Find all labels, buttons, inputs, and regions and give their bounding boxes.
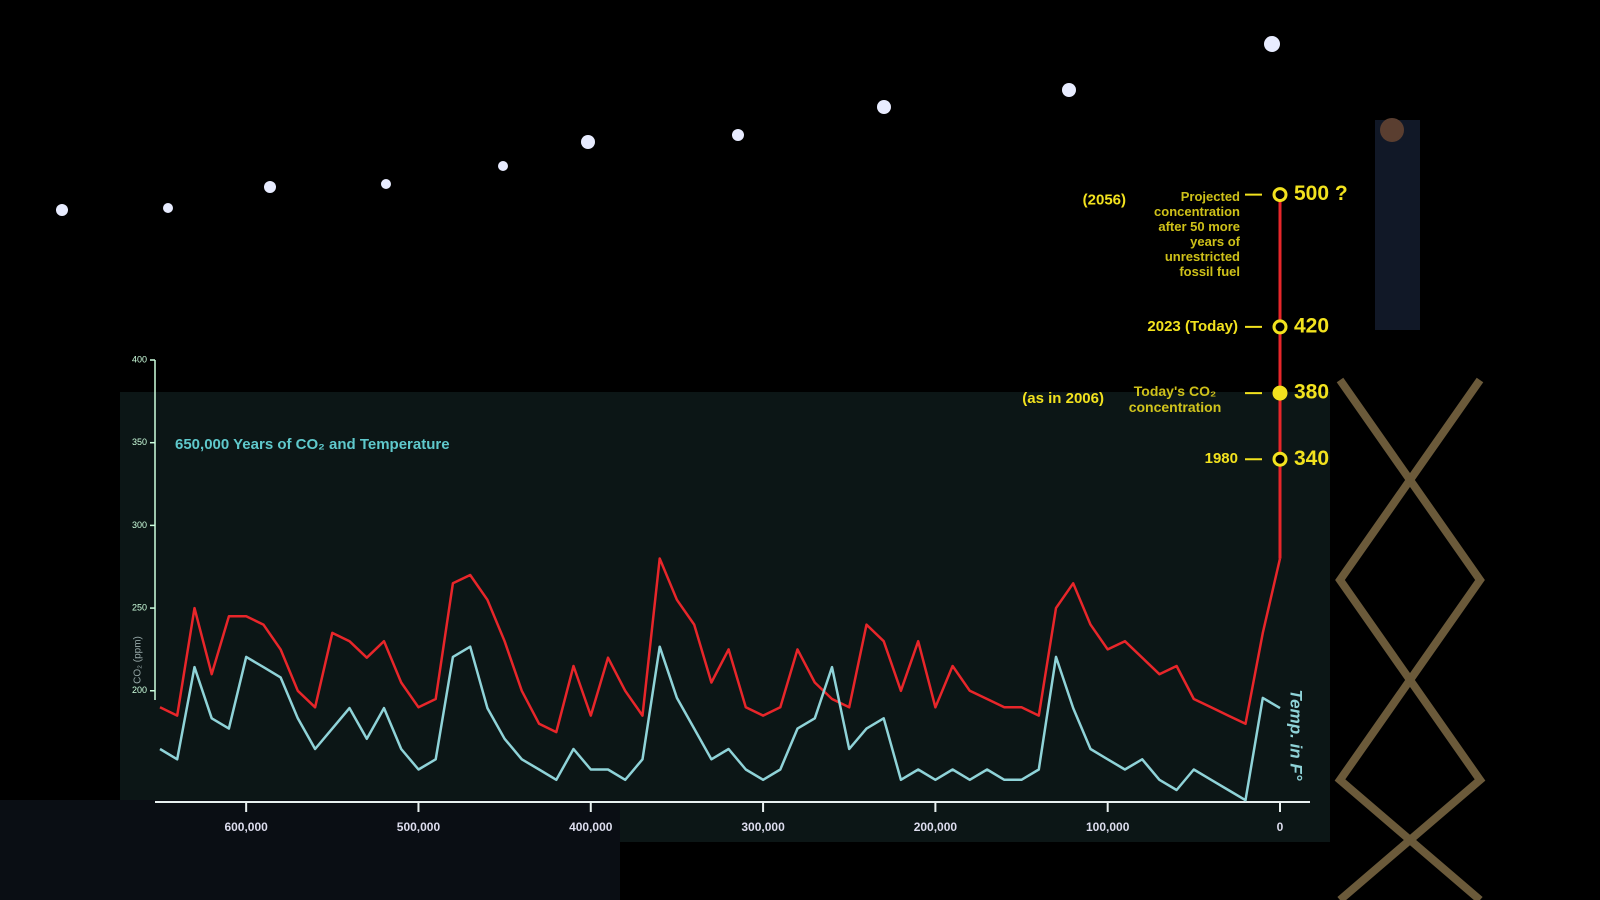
light — [581, 135, 595, 149]
y-tick-label: 300 — [132, 520, 147, 530]
light — [1062, 83, 1076, 97]
annotation-point — [1272, 319, 1288, 335]
annotation-box: Projected concentration after 50 more ye… — [1154, 188, 1240, 279]
annotation-note: (as in 2006) — [1022, 390, 1104, 407]
series-line — [159, 557, 1282, 734]
presenter — [1375, 120, 1420, 330]
annotation-label: 2023 (Today) — [1147, 318, 1238, 335]
x-tick-label: 300,000 — [741, 820, 785, 834]
light — [381, 179, 391, 189]
series-line — [159, 645, 1281, 802]
annotation-value: 500 ? — [1294, 182, 1348, 205]
chart-title: 650,000 Years of CO₂ and Temperature — [175, 436, 450, 453]
y2-axis-label: Temp. in F° — [1287, 689, 1306, 780]
light — [56, 204, 68, 216]
annotation-year: (2056) — [1083, 192, 1126, 209]
floor — [0, 800, 620, 900]
light — [732, 129, 744, 141]
x-tick-label: 100,000 — [1086, 820, 1130, 834]
annotation-value: 340 — [1294, 447, 1329, 470]
y-tick-label: 400 — [132, 354, 147, 364]
annotation-label: Today's CO₂ concentration — [1128, 383, 1222, 416]
stage-lights — [56, 36, 1280, 216]
annotation-value: 420 — [1294, 314, 1329, 337]
x-tick-label: 0 — [1277, 820, 1284, 834]
light — [264, 181, 276, 193]
light — [877, 100, 891, 114]
light — [163, 203, 173, 213]
annotation-label: Projected concentration after 50 more ye… — [1154, 188, 1240, 279]
annotation-point — [1272, 385, 1288, 401]
x-tick-label: 200,000 — [914, 820, 958, 834]
annotation-point — [1272, 187, 1288, 203]
y-tick-label: 200 — [132, 685, 147, 695]
x-tick-label: 600,000 — [224, 820, 268, 834]
annotation-label: 1980 — [1205, 450, 1238, 467]
x-tick-label: 500,000 — [397, 820, 441, 834]
y-axis-label: CO₂ (ppm) — [133, 636, 144, 684]
lift-beam — [1335, 377, 1486, 900]
presenter-head — [1380, 118, 1404, 142]
y-tick-label: 350 — [132, 437, 147, 447]
light — [498, 161, 508, 171]
x-tick-label: 400,000 — [569, 820, 613, 834]
y-tick-label: 250 — [132, 602, 147, 612]
annotation-point — [1272, 451, 1288, 467]
light — [1264, 36, 1280, 52]
scissor-lift — [1334, 377, 1486, 900]
annotation-value: 380 — [1294, 381, 1329, 404]
annotation-box: Today's CO₂ concentration — [1128, 383, 1222, 416]
screen — [120, 392, 1330, 842]
